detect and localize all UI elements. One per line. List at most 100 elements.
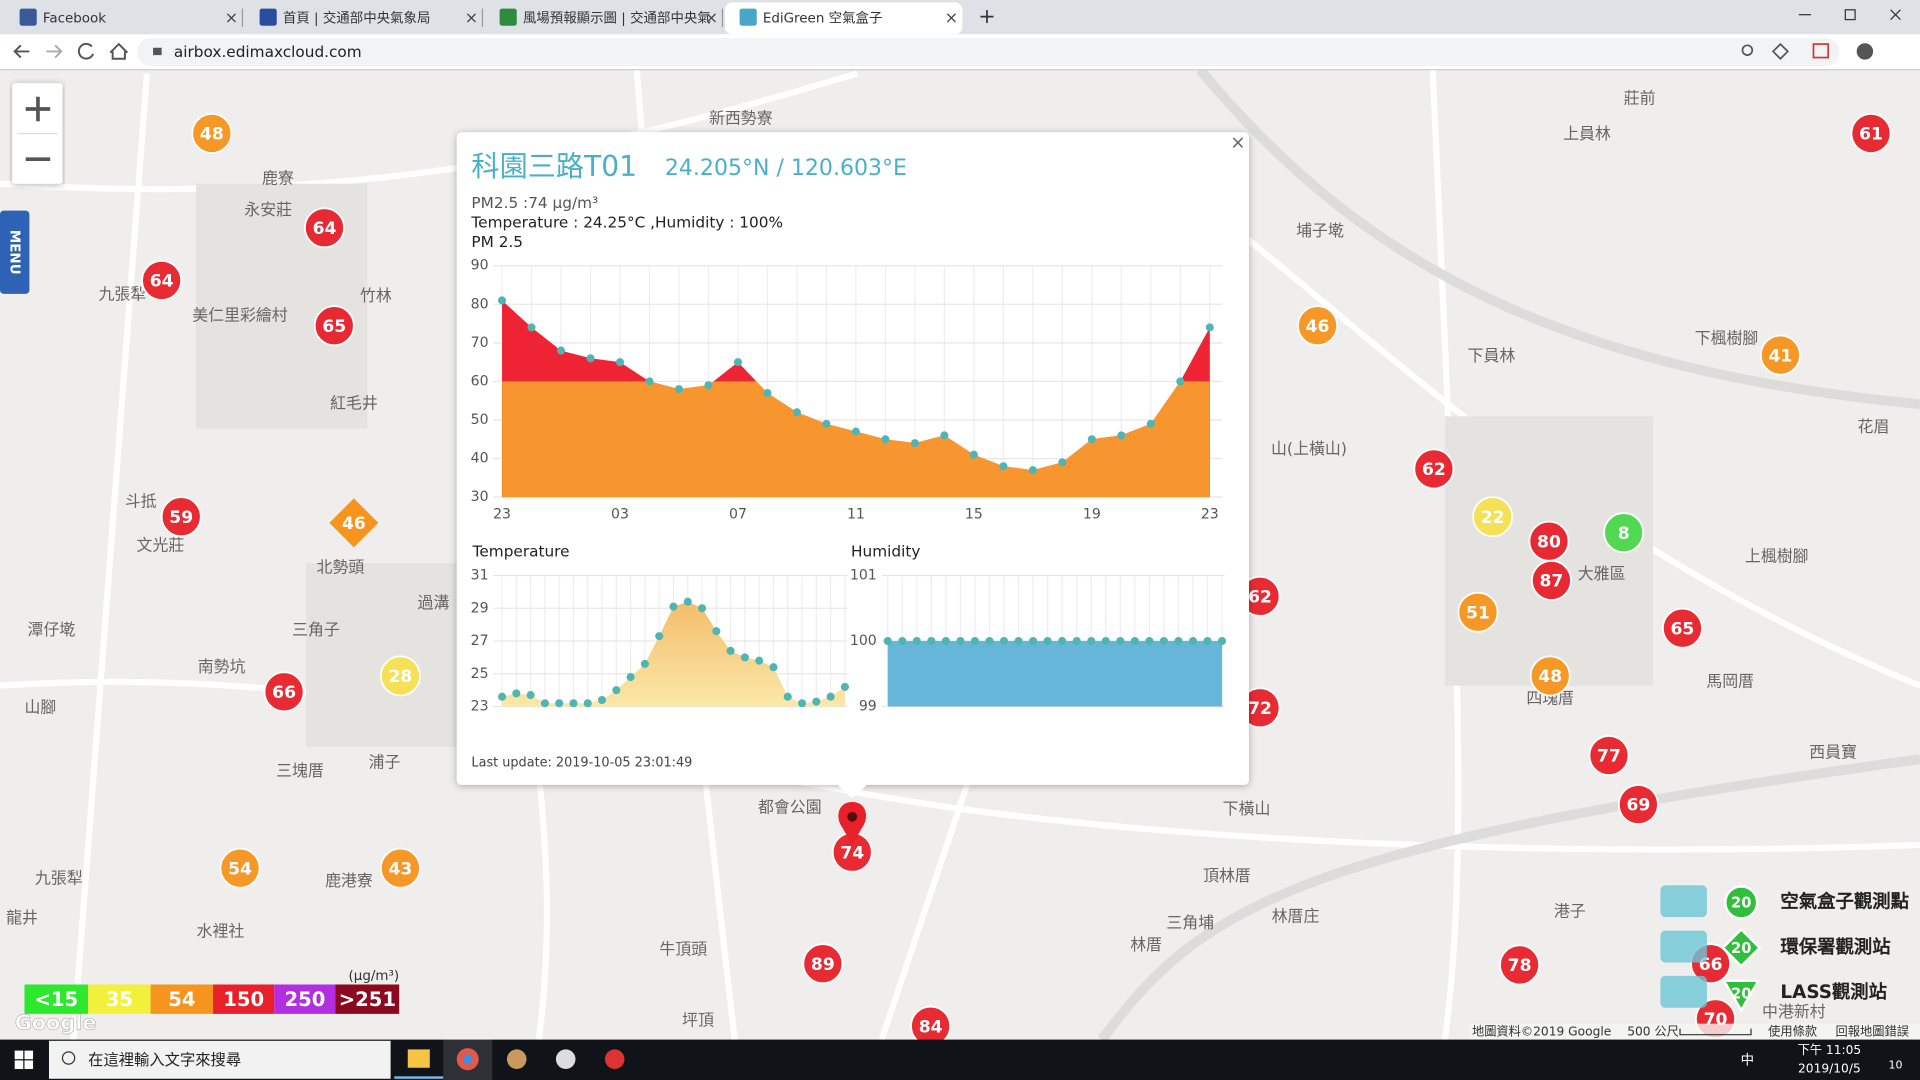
- legend-label: 150: [223, 988, 264, 1011]
- data-point: [883, 636, 892, 646]
- menu-tab[interactable]: [0, 210, 30, 294]
- place-label: 下橫山: [1223, 799, 1271, 818]
- zoom-in[interactable]: [25, 96, 51, 122]
- layer-icon[interactable]: [1721, 927, 1762, 968]
- data-point: [674, 385, 684, 394]
- ime-indicator[interactable]: 中: [1741, 1052, 1754, 1068]
- address-field[interactable]: [137, 37, 1840, 67]
- marker-value: 64: [150, 272, 174, 292]
- x-tick-label: 19: [1083, 506, 1101, 522]
- layer-icon[interactable]: [1724, 885, 1759, 920]
- place-label: 九張犁: [35, 869, 83, 888]
- y-tick-label: 40: [471, 451, 489, 467]
- marker-value: 41: [1768, 346, 1792, 366]
- airbox-marker[interactable]: [1530, 559, 1572, 601]
- airbox-marker[interactable]: [1472, 496, 1514, 538]
- y-tick-label: 27: [471, 633, 489, 649]
- airbox-marker[interactable]: [802, 943, 844, 985]
- airbox-marker[interactable]: [1499, 944, 1541, 986]
- tab[interactable]: [484, 2, 723, 35]
- tab[interactable]: [244, 2, 483, 35]
- search-box[interactable]: [48, 1040, 391, 1079]
- search-placeholder[interactable]: 在這裡輸入文字來搜尋: [88, 1051, 241, 1069]
- airbox-marker[interactable]: [379, 847, 421, 889]
- legend-swatch: [213, 984, 275, 1014]
- airbox-marker[interactable]: [1529, 655, 1571, 697]
- airbox-marker[interactable]: [191, 112, 233, 154]
- airbox-marker[interactable]: [1617, 783, 1659, 826]
- map-footer-text[interactable]: 回報地圖錯誤: [1836, 1024, 1909, 1039]
- airbox-marker[interactable]: [379, 655, 421, 697]
- tab-favicon: [499, 8, 517, 26]
- footer-bg: [1469, 1023, 1920, 1040]
- tab-title[interactable]: Facebook: [43, 11, 106, 26]
- tab-close[interactable]: ×: [945, 8, 958, 27]
- place-label: 新西勢寮: [709, 108, 773, 127]
- nav-buttons[interactable]: [13, 42, 129, 60]
- taskbar-apps[interactable]: [394, 1039, 625, 1080]
- data-point: [612, 686, 621, 695]
- tab-title[interactable]: EdiGreen 空氣盒子: [763, 9, 883, 26]
- airbox-marker[interactable]: [1297, 305, 1339, 347]
- place-label: 莊前: [1624, 89, 1656, 108]
- layer-label[interactable]: 空氣盒子觀測點: [1780, 890, 1909, 912]
- place-label: 都會公園: [758, 798, 822, 817]
- x-tick-label: 23: [1201, 506, 1219, 522]
- airbox-marker[interactable]: [1457, 591, 1499, 633]
- airbox-marker[interactable]: [1850, 112, 1892, 154]
- start-button[interactable]: [14, 1050, 34, 1069]
- airbox-marker[interactable]: [1413, 448, 1455, 490]
- station-marker[interactable]: [329, 498, 379, 548]
- menu-label[interactable]: MENU: [7, 230, 22, 275]
- tab-title[interactable]: 首頁 | 交通部中央氣象局: [283, 9, 431, 26]
- airbox-marker[interactable]: [303, 207, 346, 249]
- tab[interactable]: [724, 2, 963, 35]
- notification-count[interactable]: 10: [1888, 1058, 1902, 1071]
- place-label: 坪頂: [682, 1011, 714, 1030]
- close-button[interactable]: ×: [1230, 132, 1245, 153]
- airbox-marker[interactable]: [1759, 334, 1801, 376]
- place-label: 牛頂頭: [659, 940, 707, 959]
- tab-title[interactable]: 風場預報顯示圖 | 交通部中央氣: [523, 9, 711, 26]
- layer-label[interactable]: LASS觀測站: [1780, 981, 1887, 1003]
- tab-close[interactable]: ×: [705, 8, 718, 27]
- toolbar-icons[interactable]: [1741, 42, 1874, 60]
- airbox-marker[interactable]: [219, 847, 261, 889]
- airbox-marker[interactable]: [141, 259, 183, 301]
- place-label: 紅毛井: [330, 394, 378, 413]
- tab-close[interactable]: ×: [465, 8, 478, 27]
- airbox-marker[interactable]: [1661, 607, 1703, 649]
- area: [502, 381, 1210, 498]
- data-point: [1043, 636, 1052, 646]
- data-point: [985, 636, 994, 646]
- marker-value: 84: [919, 1017, 943, 1037]
- airbox-marker[interactable]: [1588, 735, 1630, 777]
- data-point: [583, 699, 592, 708]
- layer-label[interactable]: 環保署觀測站: [1780, 936, 1890, 958]
- clock-date[interactable]: 2019/10/5: [1798, 1061, 1861, 1075]
- map-footer-text: 地圖資料©2019 Google: [1472, 1025, 1611, 1039]
- airbox-marker[interactable]: [313, 305, 355, 347]
- layer-image: [1660, 885, 1707, 918]
- airbox-marker[interactable]: [1603, 512, 1645, 554]
- data-point: [655, 632, 664, 641]
- new-tab[interactable]: +: [978, 4, 995, 28]
- y-tick-label: 29: [471, 600, 489, 616]
- url[interactable]: airbox.edimaxcloud.com: [174, 43, 362, 61]
- selected-pin[interactable]: [838, 802, 867, 845]
- data-point: [1029, 636, 1038, 646]
- data-point: [1188, 636, 1198, 646]
- map-footer-text[interactable]: 使用條款: [1768, 1024, 1817, 1039]
- y-tick-label: 60: [471, 373, 489, 389]
- clock-time[interactable]: 下午 11:05: [1798, 1043, 1862, 1057]
- popup-pointer: [836, 783, 869, 799]
- place-label: 潭仔墘: [28, 620, 76, 639]
- data-point: [956, 636, 965, 646]
- place-label: 上員林: [1563, 124, 1611, 143]
- tab-close[interactable]: ×: [225, 8, 238, 27]
- airbox-marker[interactable]: [263, 671, 305, 713]
- airbox-marker[interactable]: [160, 496, 202, 538]
- layer-icon[interactable]: [1721, 979, 1761, 1013]
- tab[interactable]: [4, 2, 243, 35]
- place-label: 山(上橫山): [1271, 439, 1347, 458]
